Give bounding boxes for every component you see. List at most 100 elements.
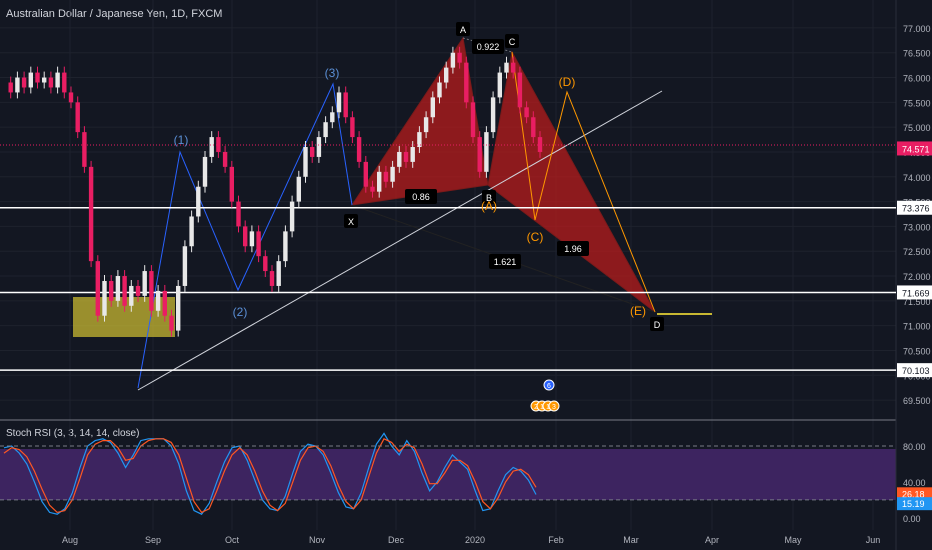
- pattern-point-box: [344, 214, 358, 228]
- wave-label: (D): [559, 75, 576, 89]
- last-price-tag: [897, 141, 932, 156]
- candle-body: [55, 72, 60, 88]
- pattern-point-box: [482, 190, 496, 204]
- labels: X A B C D 0.922 0.86 1.621 1.96 (1) (2) (3) (A) (C) (D…: [174, 22, 664, 412]
- rsi-tick-label: 0.00: [903, 514, 921, 524]
- trend-line: [137, 90, 663, 391]
- candle-body: [129, 285, 134, 306]
- candle-body: [209, 137, 214, 157]
- candle-body: [484, 132, 489, 172]
- event-badge-label: 6: [547, 383, 551, 390]
- candle-body: [122, 276, 127, 306]
- x-tick-label: Jun: [866, 535, 881, 545]
- candle-body: [182, 246, 188, 286]
- candle-body: [497, 72, 502, 98]
- rsi-series-K: [3, 432, 537, 515]
- candle-body: [21, 77, 27, 88]
- x-tick-label: 2020: [465, 535, 485, 545]
- pattern-point-label: A: [460, 25, 466, 35]
- candle-body: [162, 290, 167, 316]
- candle-body: [229, 166, 234, 202]
- candle-body: [350, 117, 355, 138]
- candle-body: [390, 166, 395, 182]
- candle-body: [517, 72, 523, 108]
- candle-body: [363, 161, 368, 187]
- candle-body: [142, 271, 147, 296]
- candle-body: [35, 72, 40, 83]
- candle-body: [176, 285, 181, 331]
- pattern-point-box: [650, 317, 664, 331]
- candle-body: [189, 216, 194, 247]
- y-tick-label: 73.000: [903, 222, 931, 232]
- y-tick-label: 75.000: [903, 123, 931, 133]
- pattern-point-box: [456, 22, 470, 36]
- candle-body: [370, 186, 375, 192]
- candle-body: [249, 231, 255, 247]
- pattern-point-label: C: [509, 37, 516, 47]
- candle-body: [95, 261, 100, 316]
- ratio-box: [405, 189, 437, 204]
- candle-body: [216, 137, 221, 152]
- last-price-label: 74.571: [902, 144, 930, 154]
- candle-body: [75, 102, 80, 133]
- horizontal-levels: [0, 206, 896, 371]
- pattern-bcd: [487, 50, 656, 313]
- candle-body: [437, 82, 442, 98]
- rsi-band: [0, 449, 896, 500]
- candle-body: [42, 77, 47, 83]
- rsi-k-value: 26.18: [902, 489, 925, 499]
- x-tick-label: May: [784, 535, 802, 545]
- grid-layer: [0, 0, 896, 530]
- ratio-label: 1.621: [494, 257, 517, 267]
- y-tick-label: 72.500: [903, 247, 931, 257]
- candle-body: [169, 315, 174, 331]
- level-tag: [897, 285, 932, 300]
- event-badge[interactable]: [548, 400, 560, 412]
- wave-label: (1): [174, 133, 189, 147]
- axis: 77.00076.50076.00075.50075.00074.50074.0…: [62, 24, 932, 545]
- candle-body: [464, 62, 469, 103]
- x-tick-label: Dec: [388, 535, 405, 545]
- event-badge[interactable]: [543, 379, 555, 391]
- candle-body: [490, 97, 496, 133]
- pattern-point-box: [505, 34, 519, 48]
- y-tick-label: 70.500: [903, 346, 931, 356]
- y-tick-label: 74.000: [903, 173, 931, 183]
- rsi-tick-label: 80.00: [903, 442, 926, 452]
- candle-body: [283, 231, 288, 262]
- rsi-series-D: [3, 438, 537, 514]
- candle-body: [243, 226, 248, 247]
- rsi-k-tag: [897, 487, 932, 501]
- candle-body: [222, 151, 228, 167]
- wave-path-2: [511, 51, 656, 313]
- candle-body: [343, 92, 348, 118]
- candle-body: [256, 231, 261, 257]
- candle-body: [289, 201, 295, 232]
- candle-body: [310, 147, 315, 157]
- candle-body: [48, 77, 54, 88]
- y-tick-label: 69.500: [903, 396, 931, 406]
- candle-body: [202, 156, 208, 187]
- candle-body: [296, 176, 301, 202]
- candle-body: [115, 276, 121, 301]
- candle-body: [477, 137, 482, 172]
- candle-body: [417, 132, 422, 148]
- candle-body: [155, 290, 161, 311]
- rsi-tick-label: 40.00: [903, 478, 926, 488]
- wave-label: (C): [527, 230, 544, 244]
- level-tag: [897, 200, 932, 215]
- candle-body: [276, 261, 281, 286]
- candle-body: [504, 62, 509, 73]
- rsi-title: Stoch RSI (3, 3, 14, 14, close): [6, 428, 140, 439]
- candle-body: [149, 271, 154, 311]
- candle-body: [383, 171, 389, 182]
- candle-body: [524, 107, 529, 118]
- pattern-point-label: X: [348, 217, 354, 227]
- candle-body: [236, 201, 241, 227]
- x-tick-label: Sep: [145, 535, 161, 545]
- ratio-box: [472, 39, 504, 54]
- candle-body: [377, 171, 382, 192]
- candle-body: [15, 77, 20, 93]
- y-tick-label: 75.500: [903, 98, 931, 108]
